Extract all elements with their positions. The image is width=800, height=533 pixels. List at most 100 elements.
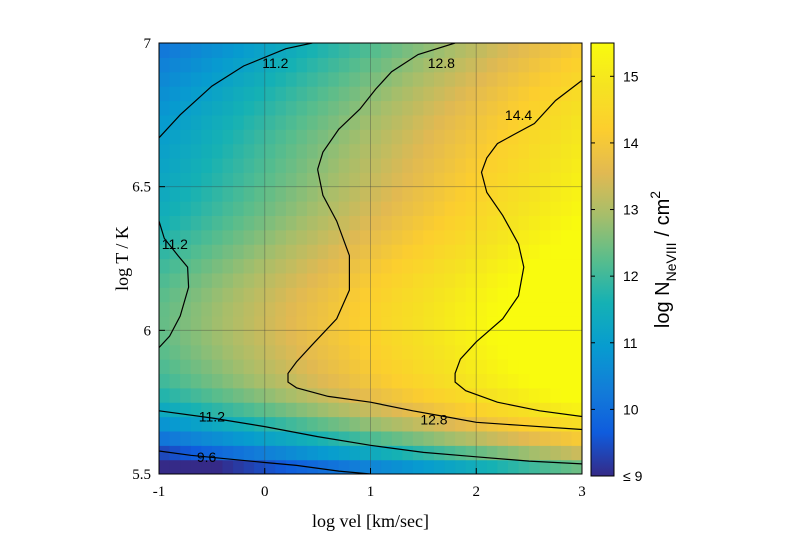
heatmap-cell [180, 330, 192, 346]
heatmap-cell [222, 459, 234, 474]
heatmap-cell [254, 359, 266, 375]
heatmap-cell [571, 57, 582, 73]
heatmap-cell [159, 201, 171, 216]
heatmap-cell [370, 402, 382, 418]
heatmap-cell [201, 315, 213, 331]
heatmap-cell [180, 416, 192, 432]
heatmap-cell [465, 301, 477, 317]
heatmap-cell [444, 215, 456, 231]
heatmap-cell [285, 157, 298, 173]
heatmap-cell [296, 330, 308, 346]
heatmap-cell [338, 416, 350, 432]
contour-line [454, 79, 582, 418]
heatmap-cell [476, 445, 488, 461]
heatmap-cell [412, 359, 424, 375]
heatmap-cell [275, 143, 287, 159]
heatmap-cell [402, 359, 414, 375]
heatmap-cell [190, 43, 202, 58]
heatmap-cell [285, 201, 298, 216]
heatmap-cell [285, 287, 298, 303]
heatmap-cell [159, 344, 171, 360]
heatmap-cell [423, 330, 435, 346]
heatmap-cell [296, 172, 308, 188]
x-tick-label: 0 [261, 484, 269, 500]
heatmap-cell [264, 387, 276, 403]
heatmap-cell [359, 129, 372, 145]
heatmap-cell [307, 387, 319, 403]
heatmap-cell [497, 114, 509, 130]
heatmap-cell [402, 287, 414, 303]
heatmap-cell [211, 402, 224, 418]
heatmap-cell [381, 244, 393, 260]
heatmap-cell [211, 244, 224, 260]
heatmap-cell [285, 387, 298, 403]
heatmap-cell [190, 57, 202, 73]
heatmap-cell [370, 86, 382, 102]
heatmap-cell [338, 100, 350, 116]
heatmap-cell [211, 201, 224, 216]
heatmap-cell [222, 359, 234, 375]
heatmap-cell [381, 43, 393, 58]
heatmap-cell [296, 43, 308, 58]
heatmap-cell [296, 344, 308, 360]
heatmap-cell [275, 172, 287, 188]
heatmap-cell [349, 157, 361, 173]
heatmap-cell [233, 100, 245, 116]
heatmap-cell [169, 143, 181, 159]
heatmap-cell [444, 57, 456, 73]
heatmap-cell [159, 229, 171, 245]
heatmap-cell [486, 387, 498, 403]
heatmap-cell [254, 287, 266, 303]
heatmap-cell [391, 201, 403, 216]
heatmap-cell [465, 86, 477, 102]
heatmap-cell [338, 157, 350, 173]
heatmap-cell [444, 359, 456, 375]
heatmap-cell [370, 315, 382, 331]
heatmap-cell [571, 86, 582, 102]
heatmap-cell [571, 201, 582, 216]
heatmap-cell [296, 201, 308, 216]
heatmap-cell [486, 57, 498, 73]
heatmap-cell [222, 258, 234, 274]
heatmap-cell [222, 172, 234, 188]
heatmap-cell [433, 258, 446, 274]
heatmap-cell [381, 359, 393, 375]
heatmap-cell [211, 215, 224, 231]
heatmap-cell [391, 344, 403, 360]
heatmap-cell [529, 157, 541, 173]
heatmap-cell [497, 330, 509, 346]
heatmap-cell [307, 157, 319, 173]
heatmap-cell [180, 359, 192, 375]
heatmap-cell [507, 402, 520, 418]
heatmap-cell [222, 373, 234, 389]
heatmap-cell [211, 172, 224, 188]
heatmap-cell [169, 100, 181, 116]
heatmap-cell [455, 301, 467, 317]
heatmap-cell [190, 215, 202, 231]
heatmap-cell [402, 201, 414, 216]
heatmap-cell [169, 157, 181, 173]
heatmap-cell [571, 344, 582, 360]
heatmap-cell [391, 416, 403, 432]
heatmap-cell [190, 244, 202, 260]
heatmap-cell [370, 71, 382, 87]
heatmap-cell [285, 229, 298, 245]
heatmap-cell [433, 100, 446, 116]
heatmap-cell [444, 344, 456, 360]
heatmap-cell [307, 229, 319, 245]
heatmap-cell [233, 57, 245, 73]
heatmap-cell [412, 172, 424, 188]
heatmap-cell [571, 229, 582, 245]
heatmap-cell [190, 114, 202, 130]
heatmap-cell [423, 402, 435, 418]
heatmap-cell [296, 114, 308, 130]
heatmap-cell [159, 272, 171, 288]
heatmap-cell [476, 430, 488, 446]
heatmap-cell [433, 57, 446, 73]
heatmap-cell [275, 229, 287, 245]
heatmap-cell [275, 186, 287, 202]
heatmap-cell [285, 359, 298, 375]
heatmap-cell [169, 272, 181, 288]
heatmap-cell [550, 402, 562, 418]
y-tick-label: 6.5 [132, 180, 151, 196]
